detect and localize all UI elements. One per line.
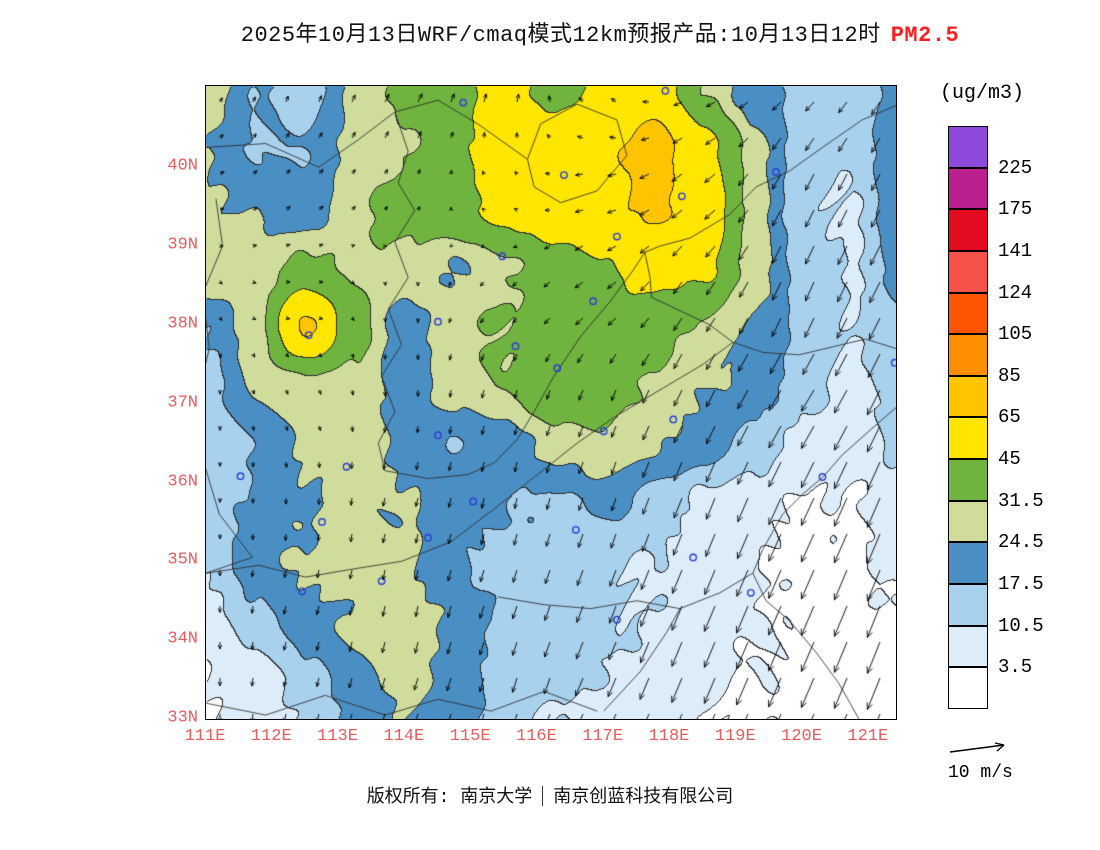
colorbar-box (948, 250, 988, 293)
colorbar-box (948, 417, 988, 460)
wind-scale-label: 10 m/s (948, 763, 1013, 783)
colorbar-box (948, 667, 988, 709)
pollutant-label: PM2.5 (890, 23, 960, 48)
colorbar-box (948, 500, 988, 543)
colorbar-box (948, 584, 988, 626)
map-frame (205, 85, 897, 720)
lon-tick-label: 120E (781, 727, 822, 746)
wind-scale: 10 m/s (948, 740, 1028, 783)
title-text: 2025年10月13日WRF/cmaq模式12km预报产品:10月13日12时 (240, 23, 881, 48)
lat-tick-label: 35N (167, 550, 198, 570)
colorbar-label: 10.5 (998, 614, 1044, 637)
lat-tick-label: 34N (167, 629, 198, 649)
lat-tick-label: 36N (167, 472, 198, 491)
lon-tick-label: 115E (449, 727, 491, 746)
colorbar-box (948, 334, 988, 376)
legend-unit-label: (ug/m3) (940, 82, 1025, 105)
colorbar-label: 85 (998, 364, 1021, 387)
colorbar-box (948, 625, 988, 668)
colorbar-box (948, 209, 988, 251)
colorbar-label: 225 (998, 156, 1033, 179)
pm25-forecast-map-canvas (206, 86, 896, 719)
colorbar-label: 24.5 (998, 531, 1044, 554)
colorbar-box (948, 167, 988, 210)
lon-tick-label: 111E (184, 727, 226, 746)
colorbar-label: 65 (998, 406, 1021, 429)
colorbar-box (948, 542, 988, 585)
colorbar-label: 31.5 (998, 489, 1044, 512)
wind-scale-arrow-icon (949, 742, 1005, 753)
footer-divider (542, 786, 544, 806)
colorbar-label: 45 (998, 448, 1021, 471)
colorbar-label: 17.5 (998, 573, 1044, 596)
colorbar-label: 124 (998, 281, 1033, 304)
lon-tick-label: 118E (648, 727, 690, 746)
colorbar-box (948, 459, 988, 501)
colorbar-box (948, 375, 988, 418)
lon-tick-label: 116E (516, 727, 557, 746)
footer-company: 南京创蓝科技有限公司 (553, 788, 734, 808)
lat-tick-label: 33N (167, 708, 198, 728)
colorbar-box (948, 126, 988, 168)
colorbar-label: 3.5 (998, 656, 1033, 679)
colorbar-box (948, 292, 988, 335)
lat-tick-label: 37N (167, 393, 198, 413)
colorbar-label: 175 (998, 198, 1033, 221)
colorbar-label: 105 (998, 323, 1033, 346)
lon-tick-label: 117E (582, 727, 624, 746)
chart-title: 2025年10月13日WRF/cmaq模式12km预报产品:10月13日12时 P… (120, 16, 1080, 48)
copyright-footer: 版权所有: 南京大学 南京创蓝科技有限公司 (0, 782, 1100, 808)
lon-tick-label: 112E (250, 727, 292, 746)
lat-tick-label: 40N (167, 156, 198, 176)
colorbar-label: 141 (998, 239, 1033, 262)
lon-tick-label: 119E (714, 727, 756, 746)
lon-tick-label: 113E (317, 727, 358, 746)
lon-tick-label: 121E (847, 727, 889, 746)
lat-tick-label: 39N (167, 235, 198, 255)
footer-owner: 版权所有: 南京大学 (366, 788, 533, 808)
lon-tick-label: 114E (383, 727, 425, 746)
lat-tick-label: 38N (167, 314, 198, 334)
